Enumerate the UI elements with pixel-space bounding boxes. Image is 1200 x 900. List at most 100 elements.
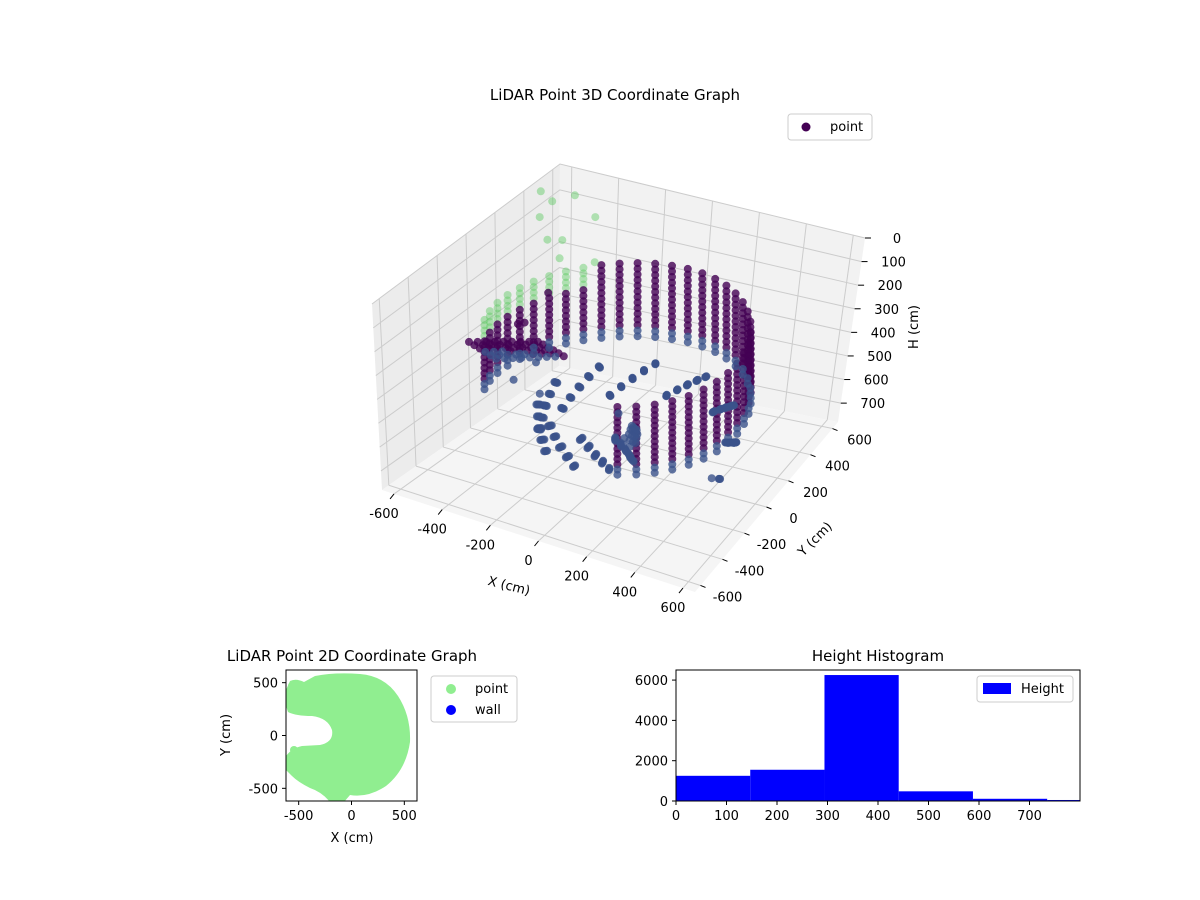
point-3d-marker: [711, 348, 720, 356]
point-3d-marker: [711, 303, 720, 311]
z-axis-label-3d: H (cm): [907, 305, 922, 349]
point-3d-marker: [683, 270, 692, 279]
histogram-y-tick-label: 2000: [635, 755, 668, 770]
point-3d-marker: [597, 294, 606, 303]
x-tick-3d: [582, 556, 588, 563]
point-3d-marker: [617, 382, 625, 391]
pane-grid-line: [378, 298, 390, 486]
point-3d-marker: [711, 286, 720, 295]
point-3d-marker: [480, 321, 489, 330]
histogram-x-tick-label: 0: [672, 809, 680, 824]
point-3d-marker: [633, 259, 642, 268]
point-3d-marker: [711, 325, 720, 334]
point-3d-marker: [711, 342, 720, 351]
point-3d-marker: [579, 280, 588, 289]
point-3d-marker: [683, 298, 692, 307]
point-3d-marker: [615, 270, 624, 279]
point-3d-marker: [651, 299, 660, 308]
z-tick-label-3d: 500: [867, 350, 892, 365]
point-3d-marker: [615, 304, 624, 313]
height-grid-line: [374, 215, 859, 353]
point-3d-marker: [651, 321, 660, 330]
point-3d-marker: [722, 315, 731, 324]
point-3d-marker: [668, 290, 676, 298]
histogram-y-tick-label: 4000: [635, 714, 668, 729]
point-3d-marker: [633, 270, 642, 279]
point-3d-marker: [722, 292, 731, 301]
point-3d-marker: [545, 343, 554, 352]
point-3d-marker: [633, 304, 642, 313]
point-3d-marker: [579, 263, 588, 272]
point-3d-marker: [515, 294, 524, 303]
point-3d-marker: [684, 460, 693, 469]
point-3d-marker: [668, 329, 676, 338]
floor-grid-line: [388, 484, 701, 586]
point-3d-marker: [515, 311, 524, 320]
legend-2d-marker-wall: [446, 705, 456, 715]
point-3d-marker: [716, 475, 725, 483]
point-3d-marker: [558, 236, 567, 245]
point-3d-marker: [529, 283, 538, 292]
point-3d-marker: [611, 433, 620, 442]
point-3d-marker: [493, 304, 502, 313]
point-3d-marker: [597, 322, 606, 331]
x-tick-3d: [485, 524, 491, 531]
point-3d-marker: [615, 310, 624, 319]
point-3d-marker: [513, 319, 522, 328]
x-tick-label-2d: 0: [347, 809, 355, 824]
point-3d-marker: [579, 336, 588, 345]
point-3d-marker: [597, 300, 606, 309]
point-3d-marker: [493, 309, 502, 318]
z-tick-label-3d: 300: [874, 303, 899, 318]
legend-histogram-frame: [976, 675, 1074, 703]
point-3d-marker: [711, 308, 720, 317]
point-3d-marker: [485, 376, 494, 385]
point-3d-marker: [545, 272, 554, 281]
point-3d-marker: [503, 307, 512, 316]
point-3d-marker: [535, 213, 544, 222]
histogram-x-tick-label: 100: [714, 809, 739, 824]
pane-right: [559, 164, 865, 422]
point-3d-marker: [550, 378, 559, 386]
point-3d-marker: [633, 321, 642, 329]
point-3d-marker: [503, 323, 512, 332]
point-3d-marker: [620, 434, 629, 443]
point-3d-marker: [613, 470, 622, 479]
y-axis-label-3d: Y (cm): [795, 519, 836, 560]
histogram-ticks: 0 100 200 300 400 500 600 700 0 2000 4000 6000: [635, 674, 1042, 824]
y-tick-label-3d: 400: [825, 460, 850, 475]
point-3d-marker: [561, 284, 570, 293]
point-3d-marker: [544, 288, 553, 297]
point-3d-marker: [628, 373, 637, 382]
point-3d-marker: [542, 402, 551, 410]
plot-2d: LiDAR Point 2D Coordinate Graph -500 0 500…: [219, 647, 518, 846]
point-3d-marker: [584, 372, 592, 380]
point-3d-marker: [738, 320, 747, 329]
point-3d-marker: [552, 432, 561, 441]
point-3d-marker: [594, 362, 603, 371]
point-3d-marker: [738, 337, 747, 346]
point-3d-marker: [597, 289, 606, 298]
point-3d-marker: [633, 292, 642, 301]
pane-floor: [382, 366, 838, 592]
point-3d-marker: [633, 281, 642, 290]
point-3d-marker: [579, 286, 588, 295]
point-3d-marker: [561, 273, 570, 281]
point-3d-marker: [590, 258, 599, 267]
point-3d-marker: [651, 310, 660, 319]
point-3d-marker: [683, 327, 692, 335]
y-tick-label-2d: 500: [253, 677, 278, 692]
point-3d-marker: [684, 380, 692, 389]
y-tick-label-2d: 0: [270, 730, 278, 745]
point-3d-marker: [509, 375, 518, 384]
pane-grid-line: [612, 178, 620, 377]
histogram-x-tick-label: 600: [967, 809, 992, 824]
point-3d-marker: [480, 315, 489, 324]
point-3d-marker: [651, 316, 660, 325]
point-3d-marker: [605, 390, 614, 399]
point-3d-marker: [579, 269, 588, 278]
x-tick-3d: [630, 572, 636, 578]
point-3d-marker: [722, 298, 731, 307]
point-3d-marker: [683, 276, 692, 285]
point-3d-marker: [539, 413, 548, 422]
